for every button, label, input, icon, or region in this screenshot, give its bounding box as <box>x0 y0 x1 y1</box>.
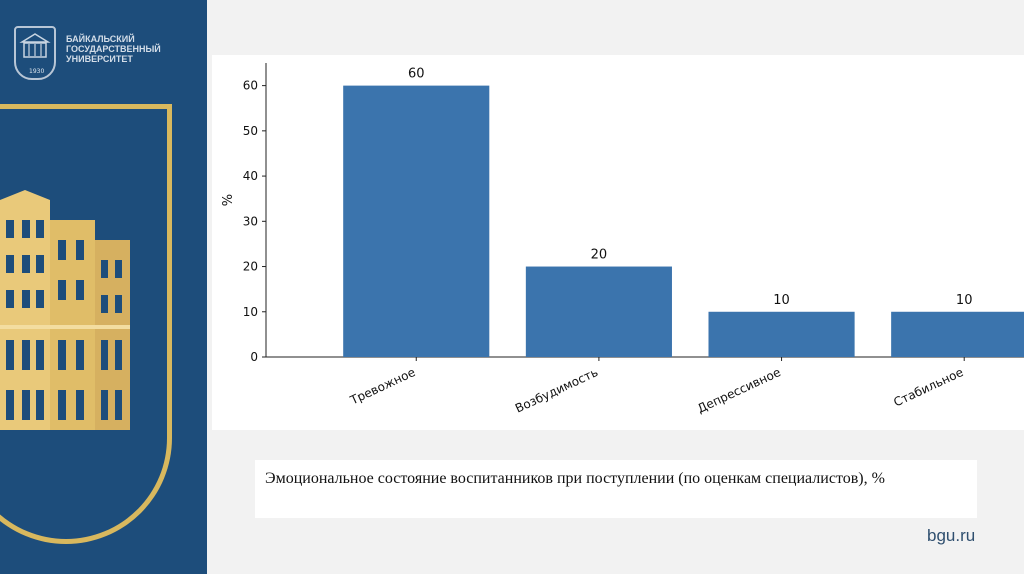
data-label: 20 <box>591 248 608 263</box>
site-url[interactable]: bgu.ru <box>927 526 976 545</box>
chart-panel: 0 10 20 30 40 50 60% 60 Тревожное 20 Возбудимость 1… <box>212 55 1024 430</box>
x-tick-label: Тревожное <box>347 365 417 408</box>
logo-shield-icon: 1930 <box>14 26 56 80</box>
bar <box>525 266 672 357</box>
logo-building-icon <box>19 33 51 58</box>
x-tick-label: Возбудимость <box>513 365 600 416</box>
chart-caption: Эмоциональное состояние воспитанников пр… <box>255 460 977 518</box>
data-label: 10 <box>956 293 973 308</box>
y-tick-label: 50 <box>243 124 258 138</box>
y-tick-label: 10 <box>243 305 258 319</box>
bar <box>891 311 1024 357</box>
y-axis-label: % <box>221 194 236 206</box>
sidebar-banner: 1930 БАЙКАЛЬСКИЙ ГОСУДАРСТВЕННЫЙ УНИВЕРС… <box>0 0 207 574</box>
data-label: 60 <box>408 67 425 82</box>
bar <box>343 85 490 357</box>
y-tick-label: 60 <box>243 79 258 93</box>
bar <box>708 311 855 357</box>
y-tick-label: 20 <box>243 260 258 274</box>
logo-line: УНИВЕРСИТЕТ <box>66 54 133 64</box>
university-building-illustration <box>0 190 130 430</box>
y-tick-label: 0 <box>250 350 258 364</box>
data-label: 10 <box>773 293 790 308</box>
logo-year: 1930 <box>29 68 45 75</box>
x-tick-label: Депрессивное <box>695 365 783 416</box>
logo-line: ГОСУДАРСТВЕННЫЙ <box>66 44 161 54</box>
crest-frame <box>0 104 172 544</box>
y-tick-label: 30 <box>243 214 258 228</box>
logo-line: БАЙКАЛЬСКИЙ <box>66 34 135 44</box>
y-tick-label: 40 <box>243 169 258 183</box>
logo-text: БАЙКАЛЬСКИЙ ГОСУДАРСТВЕННЫЙ УНИВЕРСИТЕТ <box>66 34 186 64</box>
bar-chart: 0 10 20 30 40 50 60% 60 Тревожное 20 Возбудимость 1… <box>221 63 1024 416</box>
university-logo: 1930 БАЙКАЛЬСКИЙ ГОСУДАРСТВЕННЫЙ УНИВЕРС… <box>14 26 184 86</box>
x-tick-label: Стабильное <box>891 365 965 409</box>
